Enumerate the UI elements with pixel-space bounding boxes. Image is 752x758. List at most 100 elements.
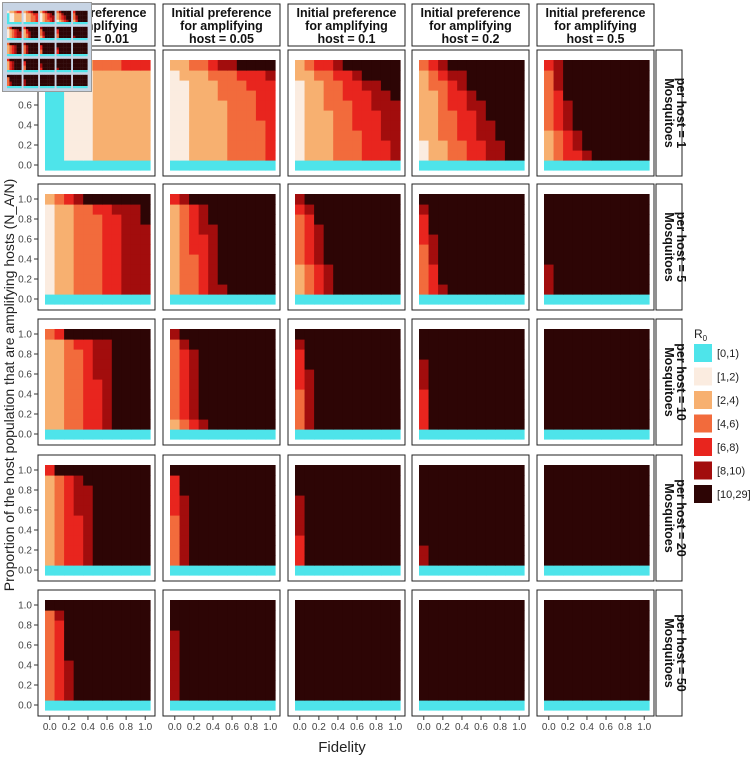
heatmap-cell xyxy=(179,399,190,410)
heatmap-cell xyxy=(504,535,516,546)
heatmap-cell xyxy=(582,525,593,536)
heatmap-cell xyxy=(170,680,181,691)
thumbnail-cell xyxy=(16,79,20,82)
heatmap-cell xyxy=(438,495,449,506)
heatmap-cell xyxy=(582,389,593,400)
heatmap-cell xyxy=(111,379,122,390)
heatmap-cell xyxy=(438,160,449,171)
thumbnail-cell xyxy=(85,21,88,25)
thumbnail-cell xyxy=(52,17,55,20)
thumbnail-cell xyxy=(77,45,81,48)
heatmap-cell xyxy=(476,224,487,235)
thumbnail-cell xyxy=(16,42,20,46)
heatmap-panel xyxy=(411,318,530,446)
heatmap-cell xyxy=(457,329,468,340)
thumbnail-cell xyxy=(85,33,88,36)
thumbnail-cell xyxy=(28,33,31,36)
heatmap-cell xyxy=(553,545,564,556)
heatmap-cell xyxy=(83,475,94,486)
heatmap-cell xyxy=(610,429,621,440)
heatmap-cell xyxy=(265,130,276,141)
legend-swatch xyxy=(694,438,712,456)
heatmap-cell xyxy=(255,660,267,671)
heatmap-cell xyxy=(304,465,315,476)
heatmap-cell xyxy=(371,214,382,225)
heatmap-cell xyxy=(476,505,487,516)
heatmap-cell xyxy=(447,429,458,440)
heatmap-cell xyxy=(198,80,209,91)
heatmap-cell xyxy=(314,359,325,370)
thumbnail-cell xyxy=(30,74,34,78)
heatmap-cell xyxy=(390,284,401,295)
thumbnail-cell xyxy=(82,49,86,52)
thumbnail-cell xyxy=(63,10,67,14)
heatmap-cell xyxy=(352,359,363,370)
heatmap-cell xyxy=(130,650,142,661)
y-tick-label: 0.8 xyxy=(18,621,32,632)
heatmap-cell xyxy=(130,565,142,576)
heatmap-cell xyxy=(179,294,190,305)
x-tick-label: 0.0 xyxy=(168,722,182,733)
heatmap-cell xyxy=(236,224,247,235)
heatmap-cell xyxy=(54,224,65,235)
heatmap-cell xyxy=(304,140,315,151)
heatmap-cell xyxy=(102,505,113,516)
heatmap-cell xyxy=(295,399,306,410)
heatmap-cell xyxy=(189,399,200,410)
heatmap-cell xyxy=(227,680,238,691)
heatmap-cell xyxy=(323,70,334,81)
heatmap-cell xyxy=(304,409,315,420)
heatmap-cell xyxy=(380,80,392,91)
heatmap-cell xyxy=(198,349,209,360)
heatmap-cell xyxy=(553,224,564,235)
heatmap-cell xyxy=(73,329,84,340)
thumbnail-cell xyxy=(28,69,31,73)
heatmap-cell xyxy=(236,100,247,111)
heatmap-cell xyxy=(246,475,257,486)
heatmap-cell xyxy=(198,329,209,340)
heatmap-cell xyxy=(342,515,353,526)
heatmap-cell xyxy=(495,545,506,556)
heatmap-cell xyxy=(438,120,449,131)
heatmap-cell xyxy=(121,264,132,275)
heatmap-cell xyxy=(323,110,334,121)
thumbnail-cell xyxy=(49,10,53,14)
heatmap-cell xyxy=(352,555,363,566)
heatmap-cell xyxy=(255,160,267,171)
heatmap-cell xyxy=(447,465,458,476)
heatmap-cell xyxy=(447,150,458,161)
heatmap-cell xyxy=(217,555,228,566)
heatmap-cell xyxy=(514,339,525,350)
heatmap-cell xyxy=(295,630,306,641)
heatmap-cell xyxy=(295,660,306,671)
thumbnail-cell xyxy=(63,21,67,25)
heatmap-cell xyxy=(352,565,363,576)
heatmap-cell xyxy=(352,130,363,141)
heatmap-cell xyxy=(227,120,238,131)
heatmap-cell xyxy=(295,284,306,295)
heatmap-cell xyxy=(102,150,113,161)
heatmap-cell xyxy=(485,419,496,430)
heatmap-cell xyxy=(485,660,496,671)
heatmap-cell xyxy=(447,329,458,340)
heatmap-cell xyxy=(428,389,439,400)
heatmap-cell xyxy=(629,409,641,420)
heatmap-cell xyxy=(304,274,315,285)
heatmap-cell xyxy=(255,690,267,701)
heatmap-cell xyxy=(582,399,593,410)
heatmap-cell xyxy=(352,204,363,215)
heatmap-cell xyxy=(140,150,151,161)
heatmap-cell xyxy=(333,660,344,671)
heatmap-cell xyxy=(246,650,257,661)
y-tick-label: 0.0 xyxy=(18,701,32,712)
heatmap-cell xyxy=(333,244,344,255)
heatmap-cell xyxy=(170,399,181,410)
heatmap-cell xyxy=(304,640,315,651)
thumbnail-cell xyxy=(82,74,86,78)
heatmap-cell xyxy=(45,485,56,496)
heatmap-cell xyxy=(227,234,238,245)
heatmap-cell xyxy=(495,700,506,711)
heatmap-cell xyxy=(227,399,238,410)
heatmap-cell xyxy=(428,515,439,526)
thumbnail-cell xyxy=(80,31,83,34)
